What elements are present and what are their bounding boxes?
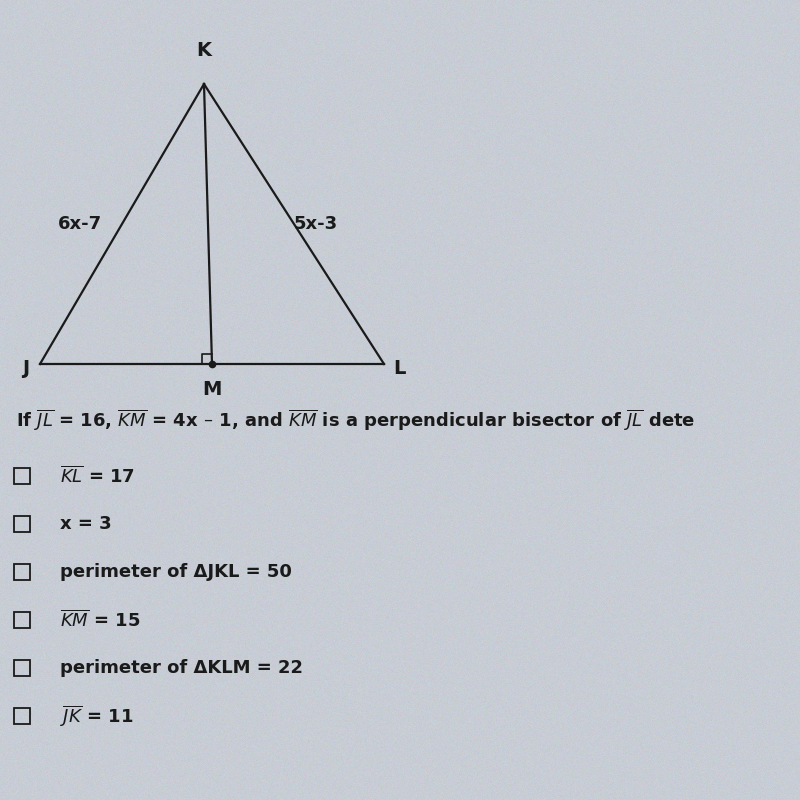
- Text: perimeter of ΔKLM = 22: perimeter of ΔKLM = 22: [60, 659, 303, 677]
- Text: 6x-7: 6x-7: [58, 215, 102, 233]
- Text: 5x-3: 5x-3: [294, 215, 338, 233]
- Text: M: M: [202, 380, 222, 399]
- Text: $\overline{KL}$ = 17: $\overline{KL}$ = 17: [60, 466, 135, 486]
- Text: K: K: [197, 41, 211, 60]
- Text: $\overline{JK}$ = 11: $\overline{JK}$ = 11: [60, 704, 134, 728]
- Text: If $\overline{JL}$ = 16, $\overline{KM}$ = 4x – 1, and $\overline{KM}$ is a perp: If $\overline{JL}$ = 16, $\overline{KM}$…: [16, 407, 695, 433]
- Text: J: J: [22, 358, 29, 378]
- Text: $\overline{KM}$ = 15: $\overline{KM}$ = 15: [60, 610, 141, 630]
- Text: x = 3: x = 3: [60, 515, 112, 533]
- Text: perimeter of ΔJKL = 50: perimeter of ΔJKL = 50: [60, 563, 292, 581]
- Text: L: L: [394, 358, 406, 378]
